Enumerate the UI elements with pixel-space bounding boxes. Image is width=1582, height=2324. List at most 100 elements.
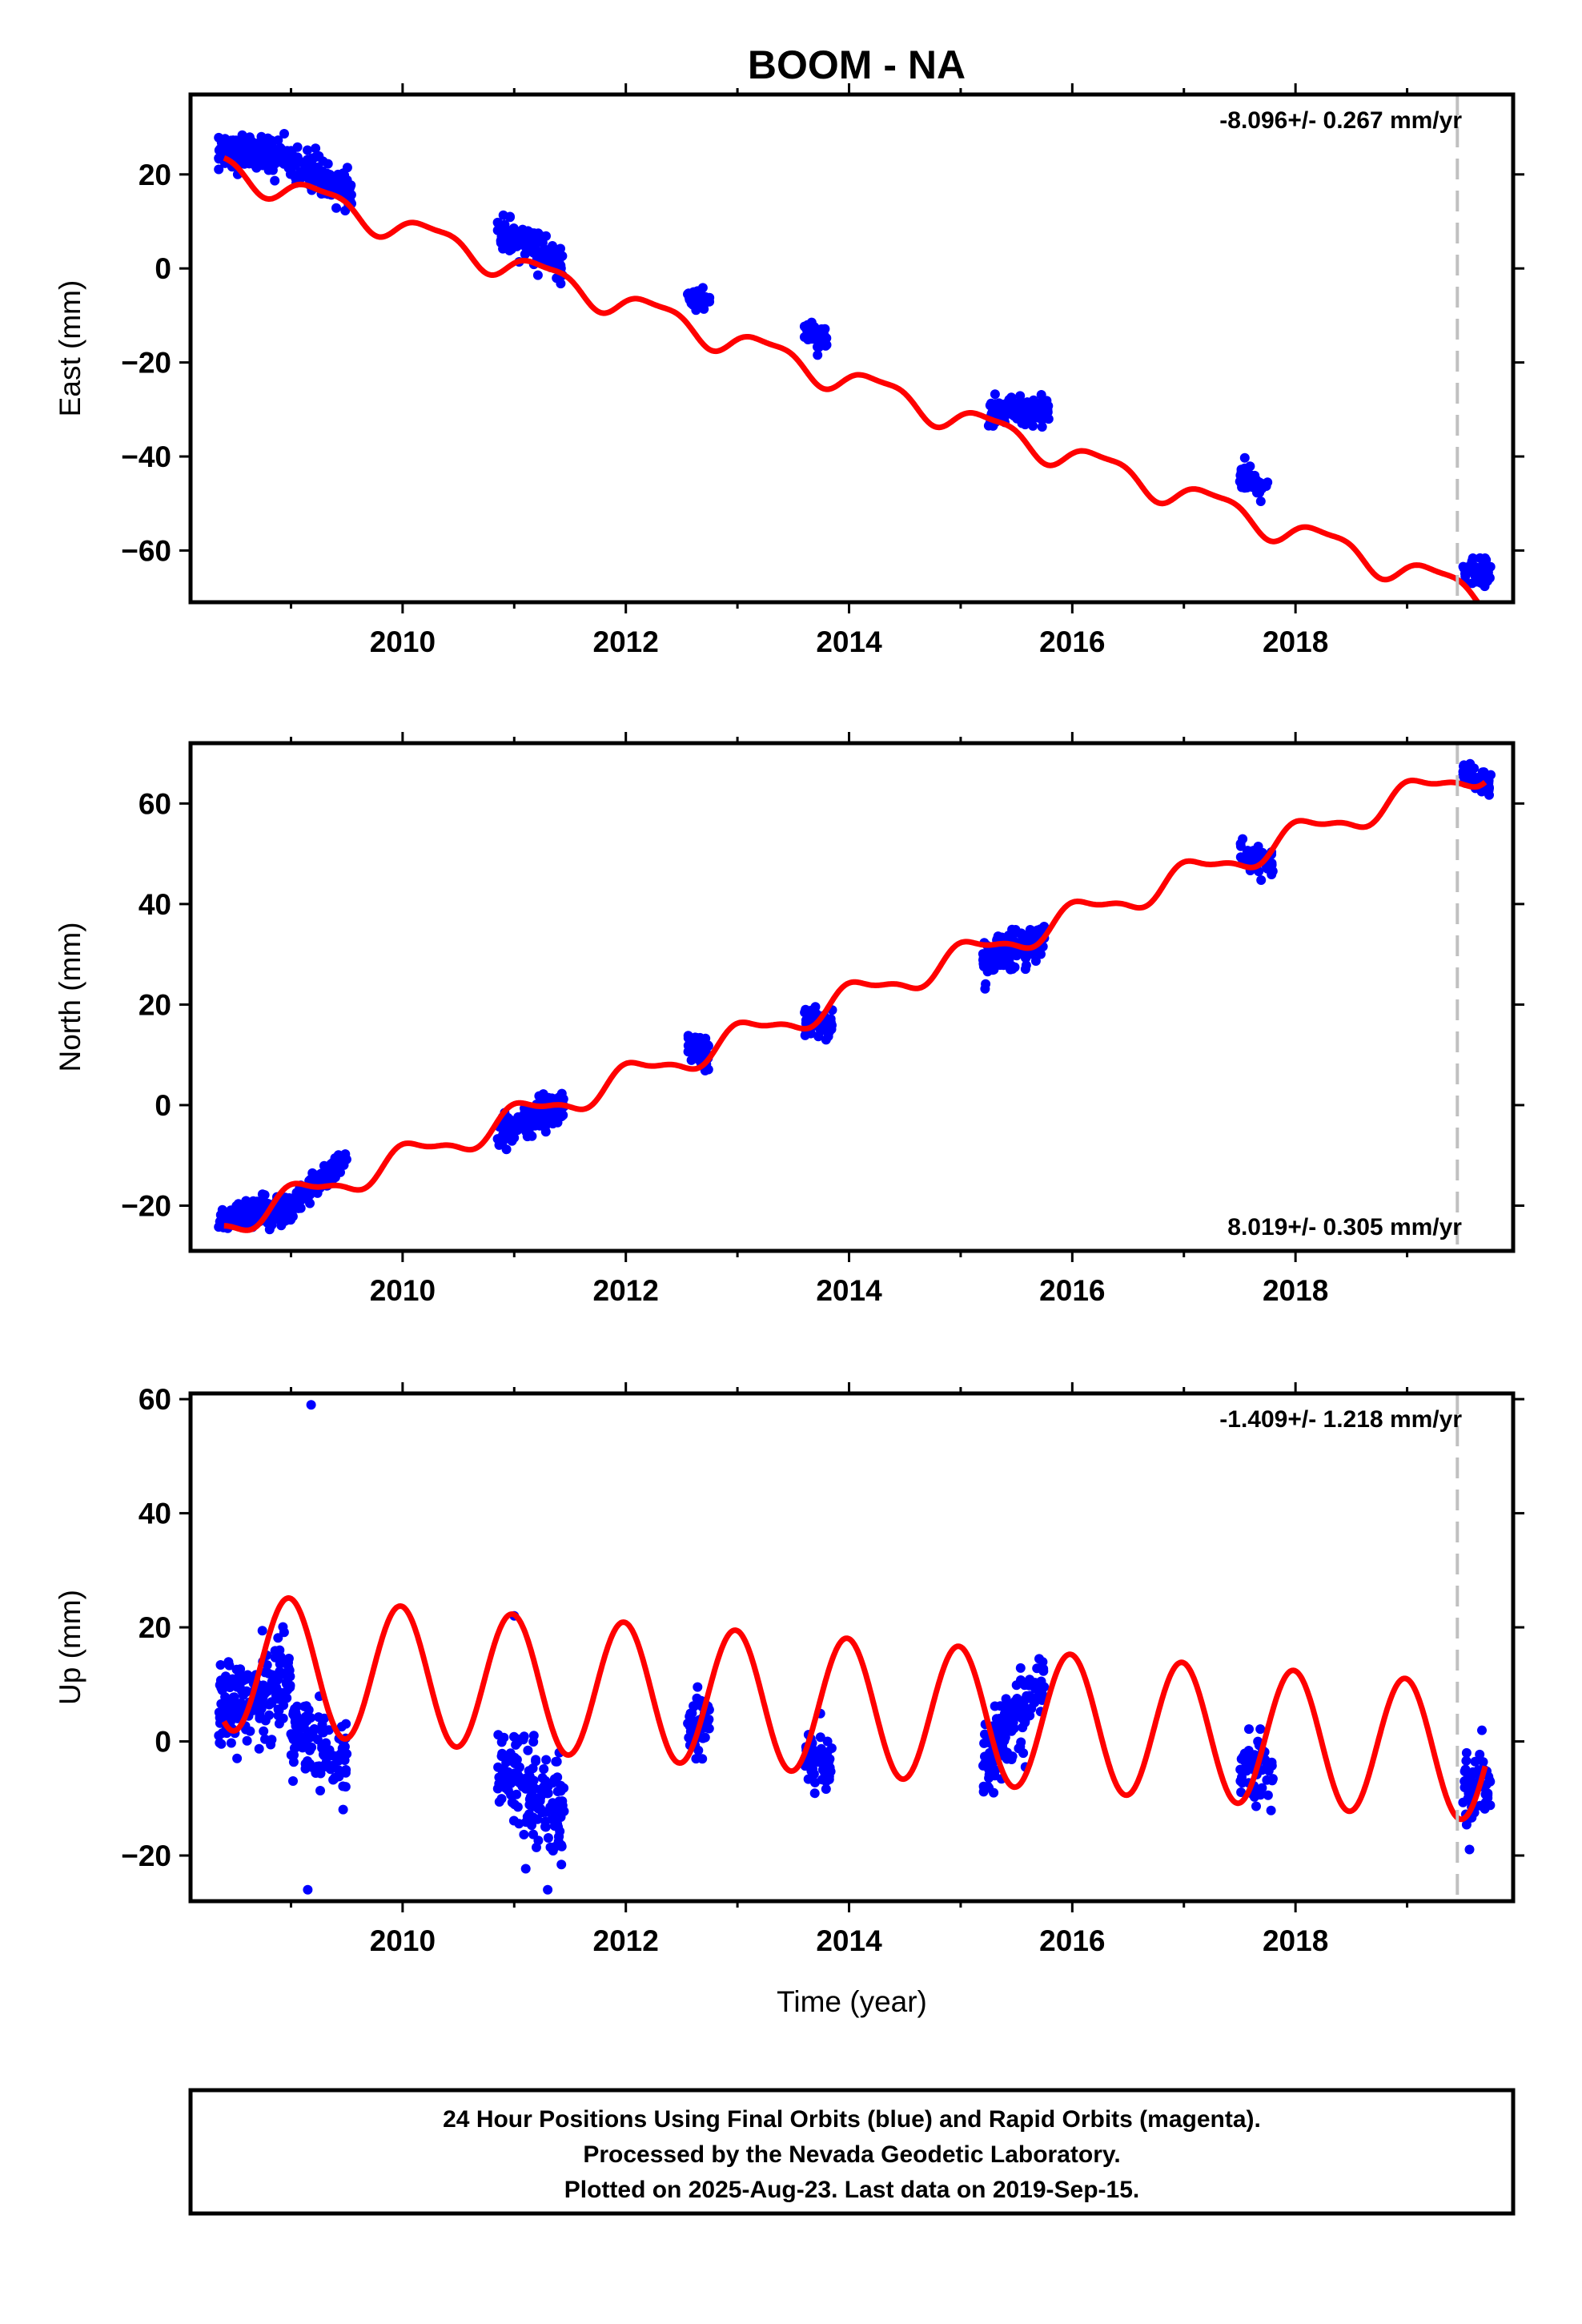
up-x-tick-label: 2014 <box>816 1924 882 1957</box>
up-data-point <box>494 1797 504 1807</box>
up-data-point <box>315 1786 325 1795</box>
up-data-point <box>216 1683 227 1693</box>
up-data-point <box>1461 1819 1472 1830</box>
east-data-point <box>1252 483 1262 493</box>
up-data-point <box>1464 1844 1475 1855</box>
up-outlier-point <box>303 1884 313 1895</box>
up-data-point <box>309 1724 319 1734</box>
up-data-point <box>1237 1778 1247 1788</box>
north-data-point <box>220 1212 231 1222</box>
footer-line-1: 24 Hour Positions Using Final Orbits (bl… <box>443 2106 1261 2133</box>
up-data-point <box>524 1794 535 1804</box>
east-y-axis-label: East (mm) <box>54 280 86 417</box>
up-data-point <box>264 1710 275 1720</box>
up-model-curve <box>221 1594 1488 1823</box>
up-data-point <box>820 1767 830 1778</box>
up-data-point <box>312 1761 323 1771</box>
up-x-tick-label: 2016 <box>1039 1924 1105 1957</box>
up-outlier-point <box>306 1400 316 1410</box>
east-data-point <box>237 130 247 140</box>
up-data-point <box>980 1782 990 1792</box>
up-data-point <box>338 1781 348 1791</box>
north-data-point <box>226 1205 236 1216</box>
east-data-point <box>327 172 337 182</box>
up-data-point <box>815 1732 825 1743</box>
east-data-point <box>226 148 235 159</box>
up-plot-area <box>214 1400 1496 1895</box>
north-x-tick-label: 2012 <box>593 1274 659 1307</box>
up-data-point <box>273 1633 283 1643</box>
east-data-point <box>301 167 311 178</box>
north-data-point <box>288 1193 298 1204</box>
up-data-point <box>1015 1663 1026 1673</box>
east-data-point <box>1022 415 1032 425</box>
up-data-point <box>537 1773 548 1783</box>
east-data-point <box>299 157 310 167</box>
east-data-point <box>303 145 312 155</box>
up-data-point <box>990 1765 1001 1775</box>
up-data-point <box>515 1762 524 1772</box>
east-data-point <box>1464 565 1475 575</box>
up-data-point <box>1480 1803 1490 1814</box>
up-data-point <box>255 1711 265 1721</box>
up-data-point <box>1022 1679 1032 1690</box>
up-data-point <box>556 1860 567 1870</box>
up-y-tick-label: −20 <box>121 1839 171 1872</box>
east-data-point <box>1037 401 1047 412</box>
up-data-point <box>274 1649 283 1659</box>
up-data-point <box>508 1815 519 1826</box>
east-data-point <box>292 142 303 152</box>
up-data-point <box>557 1800 568 1811</box>
north-data-point <box>980 983 990 994</box>
up-data-point <box>238 1690 248 1700</box>
up-data-point <box>815 1753 825 1763</box>
east-data-point <box>524 232 534 243</box>
up-data-point <box>493 1762 504 1772</box>
up-data-point <box>548 1798 558 1808</box>
north-data-point <box>276 1220 287 1231</box>
north-data-point <box>1238 834 1248 844</box>
up-data-point <box>983 1754 994 1764</box>
up-data-point <box>697 1754 708 1764</box>
up-data-point <box>291 1708 301 1718</box>
up-rate-label: -1.409+/- 1.218 mm/yr <box>1219 1406 1462 1433</box>
up-data-point <box>312 1735 323 1745</box>
north-data-point <box>1010 925 1021 935</box>
north-data-point <box>335 1167 345 1177</box>
north-data-point <box>500 1130 511 1140</box>
east-data-point <box>323 159 333 169</box>
north-y-tick-label: 0 <box>155 1089 171 1122</box>
up-data-point <box>330 1772 340 1783</box>
east-data-point <box>517 224 528 235</box>
east-x-tick-label: 2012 <box>593 625 659 658</box>
up-data-point <box>1249 1750 1259 1760</box>
north-data-point <box>544 1092 554 1103</box>
east-data-point <box>318 170 327 180</box>
east-data-point <box>493 219 504 228</box>
up-data-point <box>541 1755 552 1765</box>
up-data-point <box>816 1743 826 1754</box>
north-x-tick-label: 2014 <box>816 1274 882 1307</box>
up-data-point <box>1266 1805 1276 1815</box>
north-data-point <box>507 1120 517 1131</box>
up-data-point <box>296 1720 306 1731</box>
up-data-point <box>1253 1736 1263 1747</box>
up-data-point <box>545 1842 556 1852</box>
up-data-point <box>528 1763 538 1774</box>
north-data-point <box>300 1187 311 1196</box>
up-data-point <box>235 1670 244 1680</box>
east-data-point <box>270 175 280 186</box>
up-data-point <box>1026 1703 1037 1714</box>
up-outlier-point <box>543 1884 553 1895</box>
north-data-point <box>319 1160 329 1171</box>
up-data-point <box>284 1665 295 1675</box>
east-data-point <box>505 239 516 249</box>
north-data-point <box>683 1040 693 1051</box>
up-data-point <box>1244 1724 1254 1735</box>
up-data-point <box>511 1739 521 1750</box>
up-data-point <box>1032 1692 1042 1703</box>
up-data-point <box>1015 1742 1026 1752</box>
up-data-point <box>216 1699 227 1709</box>
east-data-point <box>700 298 710 308</box>
up-data-point <box>274 1705 284 1715</box>
